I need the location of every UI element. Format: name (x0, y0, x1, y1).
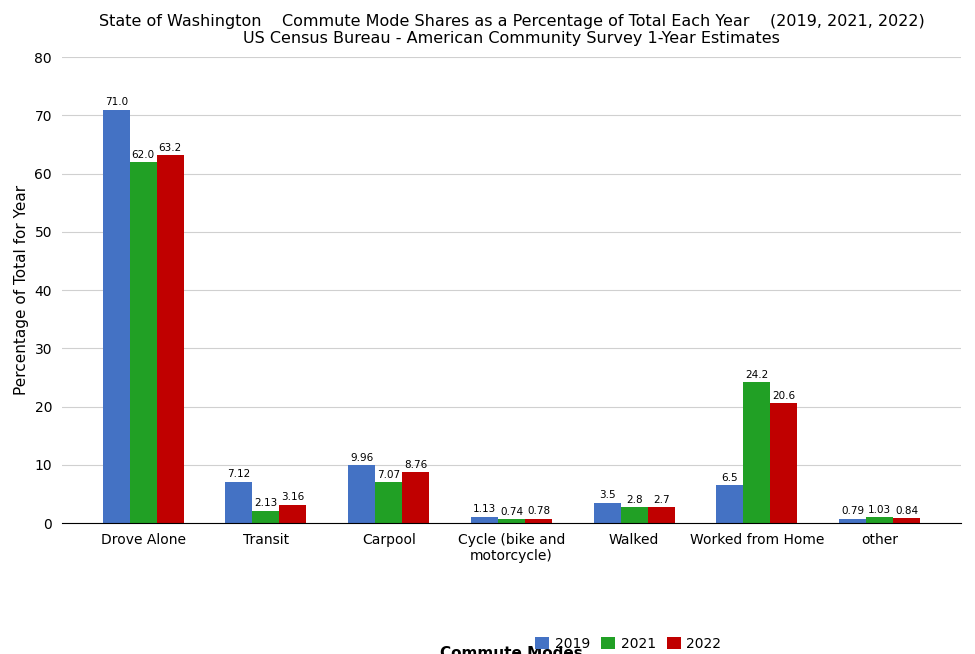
Text: 63.2: 63.2 (159, 143, 181, 153)
Text: 1.13: 1.13 (473, 504, 496, 514)
Bar (403, 472, 429, 523)
X-axis label: Commute Modes: Commute Modes (440, 646, 583, 654)
Text: 9.96: 9.96 (350, 453, 373, 463)
Bar (253, 511, 280, 523)
Text: 2.13: 2.13 (254, 498, 278, 508)
Bar (375, 482, 403, 523)
Text: 3.16: 3.16 (282, 492, 304, 502)
Bar (744, 382, 770, 523)
Bar (893, 519, 920, 523)
Bar (525, 519, 552, 523)
Bar (130, 162, 157, 523)
Bar (621, 507, 647, 523)
Bar (647, 508, 675, 523)
Text: 7.07: 7.07 (377, 470, 401, 479)
Text: 0.84: 0.84 (895, 506, 918, 516)
Text: 62.0: 62.0 (132, 150, 155, 160)
Text: 2.8: 2.8 (626, 494, 643, 504)
Y-axis label: Percentage of Total for Year: Percentage of Total for Year (14, 185, 29, 395)
Bar (770, 404, 798, 523)
Bar (866, 517, 893, 523)
Bar (717, 485, 744, 523)
Text: 1.03: 1.03 (868, 505, 891, 515)
Bar (157, 155, 183, 523)
Text: 2.7: 2.7 (653, 495, 670, 505)
Text: 8.76: 8.76 (404, 460, 427, 470)
Text: 6.5: 6.5 (722, 473, 738, 483)
Text: 24.2: 24.2 (745, 370, 768, 380)
Text: 3.5: 3.5 (599, 490, 615, 500)
Bar (839, 519, 866, 523)
Bar (498, 519, 525, 523)
Bar (102, 110, 130, 523)
Bar (594, 503, 621, 523)
Text: 71.0: 71.0 (104, 97, 128, 107)
Bar (348, 465, 375, 523)
Text: 7.12: 7.12 (227, 470, 251, 479)
Text: 0.78: 0.78 (526, 506, 550, 516)
Bar (280, 505, 306, 523)
Title: State of Washington    Commute Mode Shares as a Percentage of Total Each Year   : State of Washington Commute Mode Shares … (98, 14, 924, 46)
Text: 0.74: 0.74 (500, 507, 523, 517)
Text: 20.6: 20.6 (772, 391, 796, 401)
Text: 0.79: 0.79 (841, 506, 864, 516)
Bar (471, 517, 498, 523)
Bar (225, 482, 253, 523)
Legend: 2019, 2021, 2022: 2019, 2021, 2022 (529, 631, 727, 654)
